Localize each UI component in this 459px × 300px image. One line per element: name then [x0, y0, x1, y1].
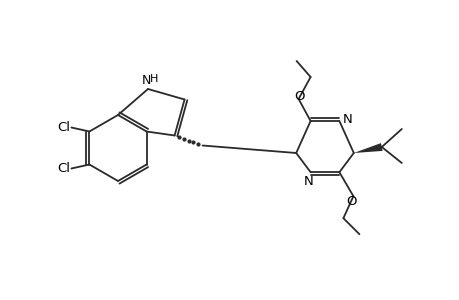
Text: Cl: Cl — [57, 162, 70, 175]
Text: N: N — [342, 112, 352, 125]
Text: Cl: Cl — [57, 121, 70, 134]
Text: N: N — [141, 74, 151, 86]
Text: O: O — [294, 89, 304, 103]
Polygon shape — [353, 143, 382, 153]
Text: N: N — [303, 175, 313, 188]
Text: H: H — [150, 74, 158, 84]
Text: O: O — [345, 195, 356, 208]
